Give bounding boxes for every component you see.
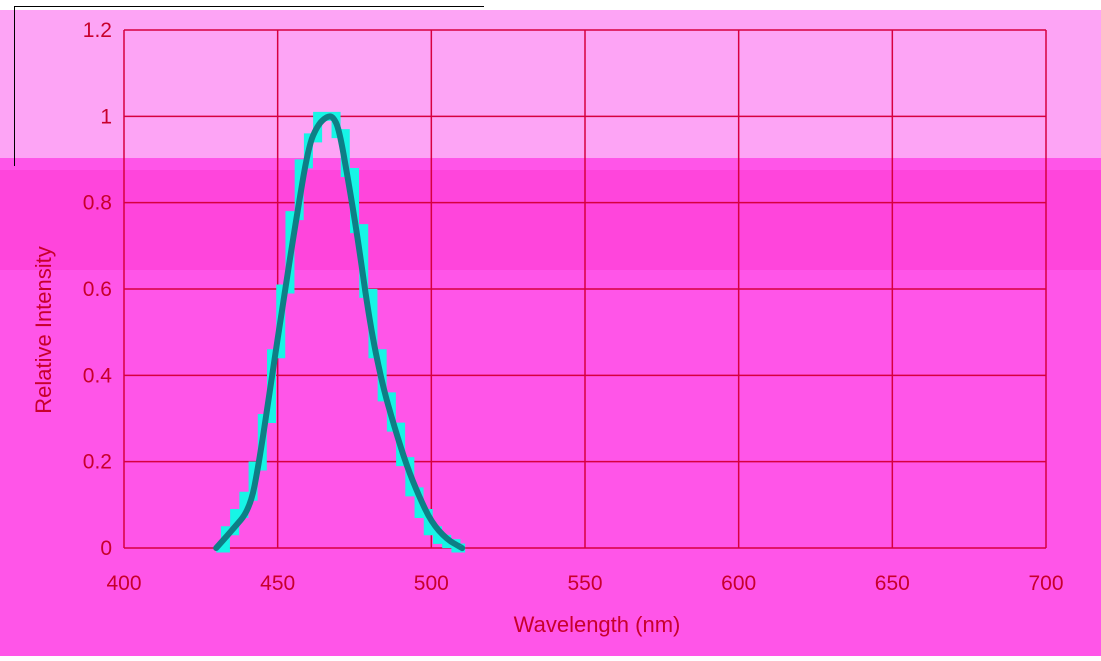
x-tick-label: 500: [414, 572, 449, 595]
plot-background-upper: [0, 0, 1101, 170]
y-tick-label: 0.4: [83, 364, 113, 387]
x-tick-label: 700: [1028, 572, 1063, 595]
top-strip: [0, 0, 1101, 10]
y-tick-labels: 0 0.2 0.4 0.6 0.8 1 1.2: [83, 19, 113, 560]
y-axis-label: Relative Intensity: [31, 246, 56, 414]
frame-left-border: [14, 6, 15, 166]
smooth-series-line: [213, 113, 466, 551]
frame-top-border: [14, 6, 484, 7]
x-axis-label: Wavelength (nm): [514, 612, 681, 637]
y-tick-label: 0: [100, 537, 112, 560]
y-tick-label: 0.6: [83, 278, 112, 301]
x-tick-label: 400: [106, 572, 141, 595]
y-tick-label: 0.2: [83, 451, 112, 474]
x-tick-label: 450: [260, 572, 295, 595]
x-tick-label: 600: [721, 572, 756, 595]
grid-lines: [123, 29, 1047, 549]
x-tick-label: 550: [567, 572, 602, 595]
y-tick-label: 1: [100, 105, 112, 128]
plot-background-band: [0, 170, 1101, 270]
data-series: [213, 111, 466, 553]
y-tick-label: 1.2: [83, 19, 112, 42]
x-tick-label: 650: [875, 572, 910, 595]
x-tick-labels: 400 450 500 550 600 650 700: [106, 572, 1063, 595]
y-tick-label: 0.8: [83, 192, 112, 215]
